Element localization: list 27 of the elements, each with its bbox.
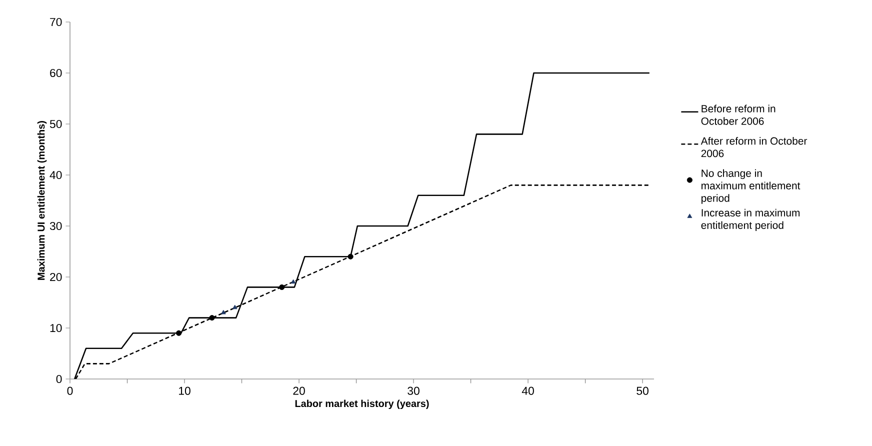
legend-label: After reform in October 2006 [700, 137, 808, 158]
y-tick-label: 40 [50, 170, 62, 180]
point [279, 284, 285, 290]
y-tick-label: 70 [50, 18, 62, 26]
x-tick-label: 30 [408, 386, 420, 395]
point [290, 279, 296, 284]
point [221, 310, 226, 314]
point [348, 254, 354, 260]
y-tick-label: 10 [50, 324, 62, 332]
legend-label: No change in maximum entitlement period [702, 169, 800, 204]
y-tick-label: 20 [50, 272, 62, 282]
x-axis-title: Labor market history (years) [295, 400, 429, 410]
x-tick-label: 10 [179, 386, 190, 395]
point [176, 330, 182, 336]
y-tick-label: 50 [50, 120, 62, 128]
x-tick-label: 0 [67, 386, 73, 395]
y-tick-label: 60 [50, 68, 62, 78]
y-tick-label: 0 [56, 374, 62, 384]
x-tick-label: 40 [522, 386, 534, 395]
x-tick-label: 20 [293, 386, 305, 395]
y-tick-label: 30 [50, 222, 62, 230]
point [209, 315, 215, 321]
legend-label: Increase in maximum entitlement period [701, 208, 800, 232]
y-axis-title: Maximum UI entitlement (months) [37, 121, 47, 280]
point [232, 304, 238, 310]
x-tick-label: 50 [636, 386, 648, 395]
legend-label: Before reform in October 2006 [701, 104, 776, 125]
